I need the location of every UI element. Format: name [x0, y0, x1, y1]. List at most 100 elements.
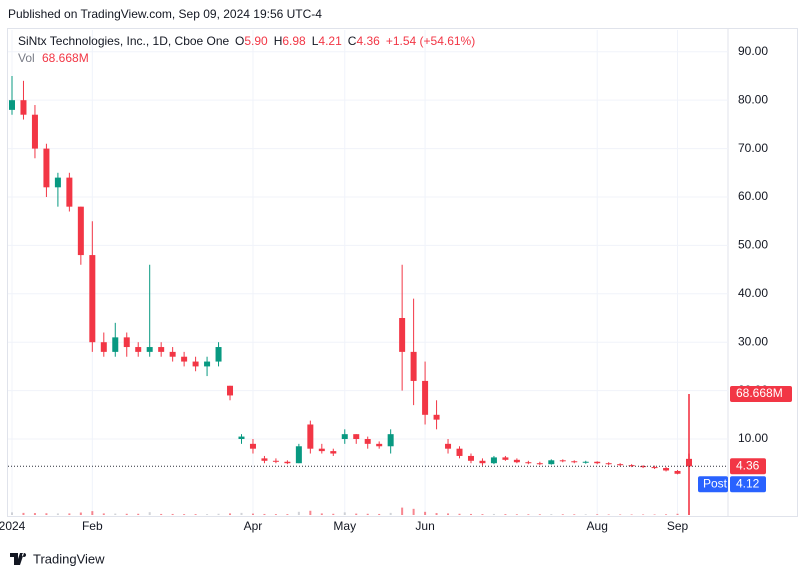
last-price-box	[730, 458, 766, 475]
candle-body	[594, 461, 601, 464]
candle-body	[112, 337, 119, 352]
candle-body	[54, 177, 61, 188]
volume-bar	[33, 513, 36, 515]
volume-bar	[206, 514, 209, 515]
post-label: Post	[703, 476, 728, 490]
candle-body	[571, 461, 578, 463]
candle-body	[686, 458, 692, 467]
volume-bar	[286, 514, 289, 515]
volume-bar	[504, 514, 507, 515]
volume-bar	[584, 514, 587, 515]
volume-bar	[114, 513, 117, 515]
candle-body	[548, 460, 555, 465]
volume-bar	[527, 514, 530, 515]
candle-body	[77, 206, 84, 256]
candle-body	[123, 337, 130, 348]
y-tick-label: 90.00	[738, 44, 768, 58]
y-tick-label: 50.00	[738, 238, 768, 252]
x-tick-label: Feb	[82, 519, 103, 533]
volume-bar	[79, 512, 82, 515]
candle-body	[158, 347, 165, 352]
ohlc-key: C	[348, 34, 357, 48]
volume-bar	[469, 513, 472, 515]
candle-body	[433, 414, 440, 420]
chart-frame	[7, 28, 798, 517]
ohlc-key: H	[274, 34, 283, 48]
ohlc-value: 5.90	[244, 34, 268, 48]
x-tick-label: Aug	[587, 519, 608, 533]
candle-body	[582, 461, 589, 463]
candle-body	[89, 255, 96, 343]
y-tick-label: 10.00	[738, 431, 768, 445]
volume-bar	[550, 514, 553, 515]
legend: SiNtx Technologies, Inc., 1D, Cboe One O…	[18, 34, 475, 65]
volume-bar	[91, 511, 94, 515]
y-tick-label: 40.00	[738, 286, 768, 300]
volume-bar	[229, 513, 232, 515]
volume-bar	[596, 514, 599, 515]
symbol-title: SiNtx Technologies, Inc., 1D, Cboe One	[18, 34, 230, 48]
candle-body	[204, 361, 211, 367]
volume-name: Vol	[18, 51, 35, 65]
footer-logo: TradingView	[10, 551, 105, 566]
volume-bar	[424, 511, 427, 515]
candle-body	[249, 443, 256, 449]
candle-body	[318, 448, 325, 452]
candle-body	[617, 464, 624, 466]
candle-body	[20, 100, 27, 115]
candle-body	[422, 380, 429, 415]
candle-body	[364, 439, 371, 444]
ohlc-values: O5.90 H6.98 L4.21 C4.36 +1.54 (+54.61%)	[235, 34, 475, 48]
candle-body	[238, 436, 245, 440]
candle-body	[215, 347, 222, 362]
candle-body	[536, 463, 543, 465]
volume-bar	[68, 513, 71, 515]
volume-bar	[194, 514, 197, 515]
volume-bar	[102, 513, 105, 515]
volume-bar	[435, 513, 438, 515]
candle-body	[135, 347, 142, 352]
volume-bar	[401, 507, 404, 515]
volume-bar	[515, 514, 518, 515]
volume-bar	[56, 513, 59, 515]
volume-bar	[389, 512, 392, 515]
volume-bar	[263, 513, 266, 515]
volume-bar	[137, 513, 140, 515]
volume-bar	[538, 514, 541, 515]
candle-body	[387, 434, 394, 447]
candle-body	[100, 342, 107, 352]
volume-bar	[412, 508, 415, 515]
candle-body	[651, 467, 658, 469]
volume-bar	[458, 513, 461, 515]
candle-body	[559, 460, 566, 462]
candle-body	[640, 466, 647, 468]
candle-body	[456, 448, 463, 456]
post-box	[730, 476, 766, 493]
volume-bar	[676, 513, 679, 515]
candle-body	[399, 317, 406, 352]
ohlc-value: 4.21	[318, 34, 342, 48]
candle-body	[192, 361, 199, 367]
ohlc-key: O	[235, 34, 244, 48]
volume-bar	[481, 514, 484, 515]
candle-body	[353, 434, 360, 440]
candle-body	[605, 463, 612, 465]
volume-tag-box	[730, 386, 792, 402]
volume-bar	[366, 513, 369, 515]
volume-bar	[378, 513, 381, 515]
volume-value: 68.668M	[42, 51, 89, 65]
volume-bar	[320, 513, 323, 515]
volume-bar	[653, 514, 656, 515]
candle-body	[341, 434, 348, 440]
post-box-tag	[698, 476, 728, 493]
candle-body	[445, 443, 452, 449]
volume-bar	[309, 510, 312, 515]
footer-text: TradingView	[33, 551, 105, 566]
volume-bar	[630, 514, 633, 515]
candle-body	[272, 460, 279, 462]
x-tick-label: May	[333, 519, 356, 533]
candle-body	[479, 460, 486, 464]
candle-body	[31, 114, 38, 149]
